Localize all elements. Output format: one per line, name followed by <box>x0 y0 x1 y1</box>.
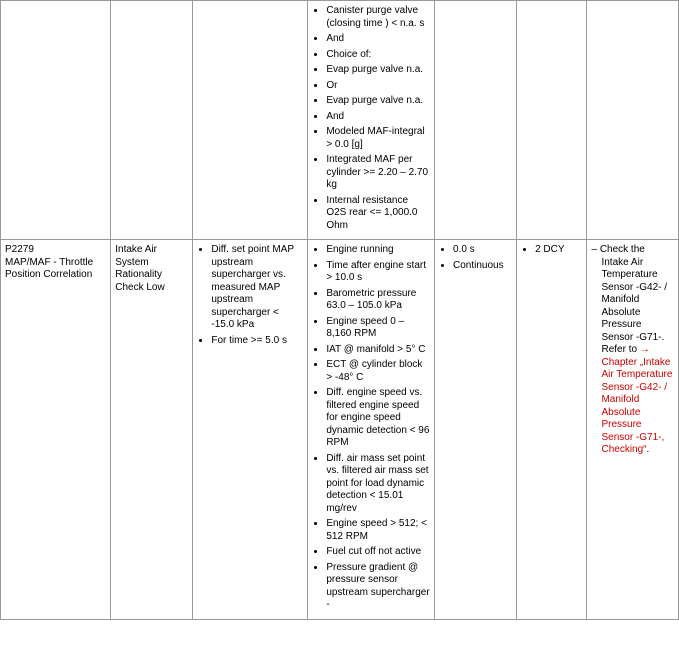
list-item: Time after engine start > 10.0 s <box>326 260 430 285</box>
cell-malfunction-criteria: Diff. set point MAP upstream supercharge… <box>193 240 308 620</box>
cell-fault-type <box>111 1 193 240</box>
table-row: Canister purge valve (closing time ) < n… <box>1 1 679 240</box>
list-item: Diff. set point MAP upstream supercharge… <box>211 244 303 332</box>
list-item: And <box>326 33 430 46</box>
list-item: Internal resistance O2S rear <= 1,000.0 … <box>326 195 430 233</box>
list-item: Engine speed > 512; < 512 RPM <box>326 518 430 543</box>
conditions-list: Engine running Time after engine start >… <box>312 244 430 612</box>
list-item: Evap purge valve n.a. <box>326 95 430 108</box>
list-item: Canister purge valve (closing time ) < n… <box>326 5 430 30</box>
cell-monitoring: 0.0 s Continuous <box>434 240 516 620</box>
page-container: Canister purge valve (closing time ) < n… <box>0 0 679 620</box>
dtc-name: MAP/MAF - Throttle Position Correlation <box>5 257 93 281</box>
list-item: Modeled MAF-integral > 0.0 [g] <box>326 126 430 151</box>
cell-secondary-params: Canister purge valve (closing time ) < n… <box>308 1 435 240</box>
list-item: Engine speed 0 – 8,160 RPM <box>326 316 430 341</box>
criteria-list: Diff. set point MAP upstream supercharge… <box>197 244 303 347</box>
conditions-list: Canister purge valve (closing time ) < n… <box>312 5 430 232</box>
list-item: IAT @ manifold > 5° C <box>326 344 430 357</box>
action-tail: . <box>647 444 650 455</box>
dcy-list: 2 DCY <box>521 244 582 257</box>
cell-fault-type: Intake Air System Rationality Check Low <box>111 240 193 620</box>
list-item: 0.0 s <box>453 244 512 257</box>
list-item: And <box>326 111 430 124</box>
list-item: Barometric pressure 63.0 – 105.0 kPa <box>326 288 430 313</box>
list-item: Check the Intake Air Temperature Sensor … <box>601 244 674 457</box>
cell-action <box>587 1 679 240</box>
cell-code <box>1 1 111 240</box>
cell-code: P2279 MAP/MAF - Throttle Position Correl… <box>1 240 111 620</box>
dtc-code: P2279 <box>5 244 106 257</box>
table-row: P2279 MAP/MAF - Throttle Position Correl… <box>1 240 679 620</box>
list-item: Fuel cut off not active <box>326 546 430 559</box>
cell-monitoring <box>434 1 516 240</box>
list-item: Or <box>326 80 430 93</box>
list-item: Evap purge valve n.a. <box>326 64 430 77</box>
list-item: Diff. engine speed vs. filtered engine s… <box>326 387 430 450</box>
cell-dcy <box>517 1 587 240</box>
chapter-link[interactable]: → Chapter „Intake Air Temperature Sensor… <box>601 344 672 455</box>
cell-action: Check the Intake Air Temperature Sensor … <box>587 240 679 620</box>
list-item: Integrated MAF per cylinder >= 2.20 – 2.… <box>326 154 430 192</box>
list-item: ECT @ cylinder block > -48° C <box>326 359 430 384</box>
action-text: Check the Intake Air Temperature Sensor … <box>600 244 667 355</box>
list-item: Pressure gradient @ pressure sensor upst… <box>326 562 430 612</box>
diagnostic-table: Canister purge valve (closing time ) < n… <box>0 0 679 620</box>
cell-malfunction-criteria <box>193 1 308 240</box>
list-item: Diff. air mass set point vs. filtered ai… <box>326 453 430 516</box>
list-item: Continuous <box>453 260 512 273</box>
cell-secondary-params: Engine running Time after engine start >… <box>308 240 435 620</box>
list-item: For time >= 5.0 s <box>211 335 303 348</box>
list-item: 2 DCY <box>535 244 582 257</box>
monitoring-list: 0.0 s Continuous <box>439 244 512 272</box>
action-list: Check the Intake Air Temperature Sensor … <box>591 244 674 457</box>
list-item: Choice of: <box>326 49 430 62</box>
cell-dcy: 2 DCY <box>517 240 587 620</box>
list-item: Engine running <box>326 244 430 257</box>
